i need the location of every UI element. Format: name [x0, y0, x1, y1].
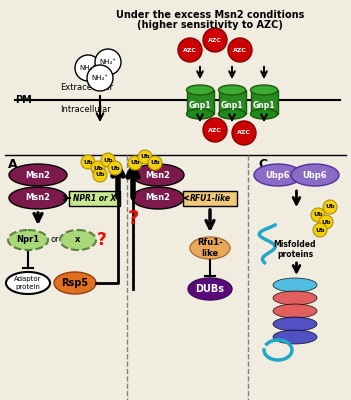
Text: A: A: [8, 158, 18, 171]
Circle shape: [323, 200, 337, 214]
Text: NH₄⁺: NH₄⁺: [92, 75, 108, 81]
Text: Npr1: Npr1: [16, 236, 40, 244]
Ellipse shape: [9, 187, 67, 209]
Circle shape: [95, 49, 121, 75]
Ellipse shape: [186, 109, 213, 119]
Text: Rsp5: Rsp5: [61, 278, 88, 288]
Text: Intracellular: Intracellular: [60, 105, 111, 114]
Text: Msn2: Msn2: [146, 194, 171, 202]
Text: Ub: Ub: [325, 204, 335, 210]
Bar: [69, 191, 120, 206]
Ellipse shape: [273, 330, 317, 344]
Text: AZC: AZC: [237, 130, 251, 136]
Text: Ub: Ub: [110, 166, 120, 170]
Text: DUBs: DUBs: [196, 284, 225, 294]
Ellipse shape: [132, 187, 184, 209]
Bar: [186, 90, 213, 114]
Circle shape: [101, 153, 115, 167]
Text: AZC: AZC: [208, 38, 222, 42]
Circle shape: [319, 215, 333, 229]
Ellipse shape: [273, 304, 317, 318]
Text: (higher sensitivity to AZC): (higher sensitivity to AZC): [137, 20, 283, 30]
Ellipse shape: [251, 109, 278, 119]
Ellipse shape: [132, 164, 184, 186]
Text: Ub: Ub: [93, 166, 103, 170]
Circle shape: [128, 156, 142, 170]
Ellipse shape: [273, 291, 317, 305]
Text: or: or: [51, 236, 59, 244]
Text: Ub: Ub: [313, 212, 323, 218]
Text: Ub: Ub: [150, 160, 160, 166]
Text: Extracellular: Extracellular: [60, 83, 113, 92]
Ellipse shape: [254, 164, 302, 186]
Circle shape: [311, 208, 325, 222]
Text: Gnp1: Gnp1: [253, 102, 275, 110]
Text: ?: ?: [127, 208, 139, 228]
Circle shape: [81, 155, 95, 169]
Text: x: x: [75, 236, 81, 244]
Ellipse shape: [219, 85, 245, 95]
Text: Under the excess Msn2 conditions: Under the excess Msn2 conditions: [116, 10, 304, 20]
Circle shape: [232, 121, 256, 145]
Text: Rfu1-
like: Rfu1- like: [197, 238, 223, 258]
Circle shape: [93, 168, 107, 182]
Ellipse shape: [273, 317, 317, 331]
Text: NPR1 or X: NPR1 or X: [73, 194, 116, 203]
Circle shape: [228, 38, 252, 62]
Text: Ubp6: Ubp6: [303, 170, 327, 180]
Bar: [251, 90, 278, 114]
Text: Adaptor
protein: Adaptor protein: [14, 276, 42, 290]
Circle shape: [87, 65, 113, 91]
Text: Ub: Ub: [83, 160, 93, 164]
Text: PM: PM: [15, 95, 32, 105]
Text: Ubp6: Ubp6: [266, 170, 290, 180]
Text: Gnp1: Gnp1: [189, 102, 211, 110]
Text: NH₄⁺: NH₄⁺: [99, 59, 117, 65]
Text: Msn2: Msn2: [146, 170, 171, 180]
Ellipse shape: [186, 85, 213, 95]
Ellipse shape: [8, 230, 48, 250]
Text: Ub: Ub: [130, 160, 140, 166]
Text: Ub: Ub: [140, 154, 150, 160]
Text: AZC: AZC: [183, 48, 197, 52]
Text: NH₄⁺: NH₄⁺: [79, 65, 97, 71]
Text: C: C: [258, 158, 267, 171]
Bar: [219, 90, 245, 114]
Text: Gnp1: Gnp1: [221, 102, 243, 110]
Ellipse shape: [251, 85, 278, 95]
Ellipse shape: [54, 272, 96, 294]
Ellipse shape: [291, 164, 339, 186]
Text: Msn2: Msn2: [26, 194, 51, 202]
Text: Msn2: Msn2: [26, 170, 51, 180]
Text: AZC: AZC: [233, 48, 247, 52]
Text: RFU1-like: RFU1-like: [190, 194, 231, 203]
Text: Ub: Ub: [315, 228, 325, 232]
Text: Ub: Ub: [95, 172, 105, 178]
Ellipse shape: [188, 278, 232, 300]
Text: Misfolded
proteins: Misfolded proteins: [274, 240, 316, 260]
Circle shape: [313, 223, 327, 237]
Circle shape: [75, 55, 101, 81]
Text: B: B: [133, 158, 143, 171]
Circle shape: [108, 161, 122, 175]
Circle shape: [203, 118, 227, 142]
Ellipse shape: [9, 164, 67, 186]
Text: Ub: Ub: [103, 158, 113, 162]
Circle shape: [138, 150, 152, 164]
Circle shape: [148, 156, 162, 170]
Ellipse shape: [190, 237, 230, 259]
Ellipse shape: [60, 230, 96, 250]
Text: ?: ?: [97, 231, 107, 249]
Ellipse shape: [219, 109, 245, 119]
Circle shape: [91, 161, 105, 175]
Ellipse shape: [6, 272, 50, 294]
Bar: [183, 191, 237, 206]
Text: Ub: Ub: [321, 220, 331, 224]
Circle shape: [178, 38, 202, 62]
Circle shape: [203, 28, 227, 52]
Ellipse shape: [273, 278, 317, 292]
Text: AZC: AZC: [208, 128, 222, 132]
